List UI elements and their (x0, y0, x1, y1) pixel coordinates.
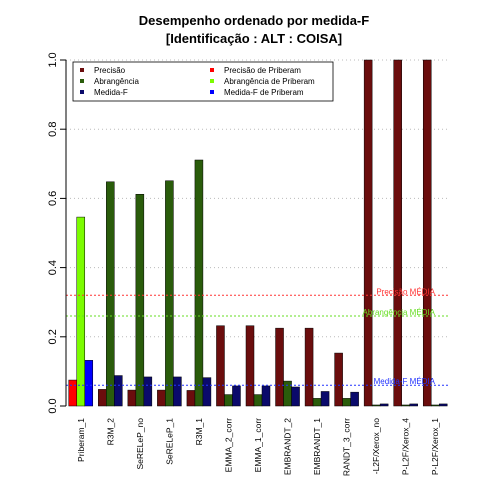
y-axis: 0.0 0.2 0.4 0.6 0.8 1.0 (47, 52, 67, 414)
x-tick-label: -L2F/Xerox_no (371, 418, 381, 474)
chart-title: Desempenho ordenado por medida-F (139, 13, 369, 28)
bar-preciso-3 (157, 389, 166, 407)
bar-preciso-0 (68, 379, 78, 407)
x-axis-labels: Priberam_1 R3M_2 SeRELeP_no SeRELeP_1 R3M_1 E… (76, 418, 440, 476)
bar-preciso-6 (245, 325, 255, 407)
legend-label: Abrangência (94, 77, 139, 86)
y-tick-label: 0.2 (47, 329, 59, 344)
x-tick-label: SeRELeP_1 (164, 418, 174, 465)
bar-preciso-2 (127, 389, 137, 407)
bar-abrangncia-11 (401, 404, 410, 407)
bar-abrangncia-12 (430, 404, 440, 407)
bar-preciso-9 (334, 352, 343, 407)
legend-label: Medida-F de Priberam (224, 88, 304, 97)
x-tick-label: RANDT_3_corr (342, 418, 352, 476)
bar-abrangncia-1 (106, 181, 115, 407)
bar-preciso-5 (216, 325, 225, 407)
bar-medidaf-9 (350, 391, 359, 407)
y-tick-label: 0.0 (47, 398, 59, 413)
legend: Precisão Precisão de Priberam Abrangência A… (72, 61, 334, 102)
y-tick-label: 0.6 (47, 191, 59, 206)
reference-line-label: Precisão MÉDIA (376, 287, 435, 296)
legend-label: Medida-F (94, 88, 128, 97)
y-tick-label: 0.8 (47, 122, 59, 137)
bar-preciso-7 (275, 327, 284, 407)
bar-medidaf-1 (114, 375, 123, 407)
bar-medidaf-3 (173, 376, 182, 407)
legend-swatch (80, 79, 84, 83)
x-tick-label: SeRELeP_no (135, 418, 145, 470)
x-tick-label: P-L2F/Xerox_4 (401, 418, 411, 475)
x-tick-label: P-L2F/Xerox_1 (430, 418, 440, 475)
legend-swatch (80, 68, 84, 72)
bar-preciso-1 (98, 389, 107, 407)
bar-medidaf-0 (84, 360, 94, 407)
bar-abrangncia-2 (135, 193, 145, 407)
bar-medidaf-10 (379, 403, 389, 407)
legend-label: Abrangência de Priberam (224, 77, 315, 86)
x-tick-label: R3M_2 (105, 418, 115, 446)
bar-medidaf-2 (143, 376, 153, 407)
y-tick-label: 0.4 (47, 260, 59, 275)
bar-medidaf-6 (261, 385, 271, 407)
legend-swatch (210, 79, 214, 83)
bar-abrangncia-10 (371, 404, 381, 407)
legend-swatch (80, 90, 84, 94)
bar-medidaf-5 (232, 385, 241, 407)
legend-box (72, 61, 334, 102)
reference-lines: Precisão MÉDIA Abrangência MÉDIA Medida-F … (66, 287, 450, 386)
x-tick-label: R3M_1 (194, 418, 204, 446)
bar-medidaf-7 (291, 386, 300, 407)
bar-abrangncia-5 (224, 394, 233, 407)
x-tick-label: EMMA_1_corr (253, 418, 263, 472)
legend-label: Precisão (94, 66, 126, 75)
y-tick-label: 1.0 (47, 52, 59, 67)
bar-preciso-8 (304, 327, 314, 407)
bar-preciso-10 (363, 59, 373, 407)
x-tick-label: Priberam_1 (76, 418, 86, 462)
gridlines (66, 59, 450, 338)
bar-abrangncia-0 (76, 216, 86, 407)
x-tick-label: EMMA_2_corr (223, 418, 233, 472)
legend-swatch (210, 90, 214, 94)
reference-line-label: Medida-F MÉDIA (374, 377, 436, 386)
x-tick-label: EMBRANDT_2 (283, 418, 293, 475)
bar-medidaf-8 (320, 391, 330, 407)
bar-abrangncia-6 (253, 394, 263, 407)
bar-medidaf-11 (409, 403, 418, 407)
reference-line-label: Abrangência MÉDIA (363, 308, 436, 317)
bar-abrangncia-9 (342, 398, 351, 407)
bar-preciso-12 (422, 59, 432, 407)
chart-subtitle: [Identificação : ALT : COISA] (166, 31, 342, 46)
bar-abrangncia-4 (194, 159, 204, 407)
legend-swatch (210, 68, 214, 72)
legend-label: Precisão de Priberam (224, 66, 301, 75)
bar-preciso-4 (186, 390, 196, 407)
bar-abrangncia-3 (165, 180, 174, 407)
bar-abrangncia-8 (312, 398, 322, 407)
bar-preciso-11 (393, 59, 402, 407)
bars (68, 59, 448, 407)
bar-medidaf-4 (202, 377, 212, 407)
x-tick-label: EMBRANDT_1 (312, 418, 322, 475)
bar-medidaf-12 (438, 403, 448, 407)
